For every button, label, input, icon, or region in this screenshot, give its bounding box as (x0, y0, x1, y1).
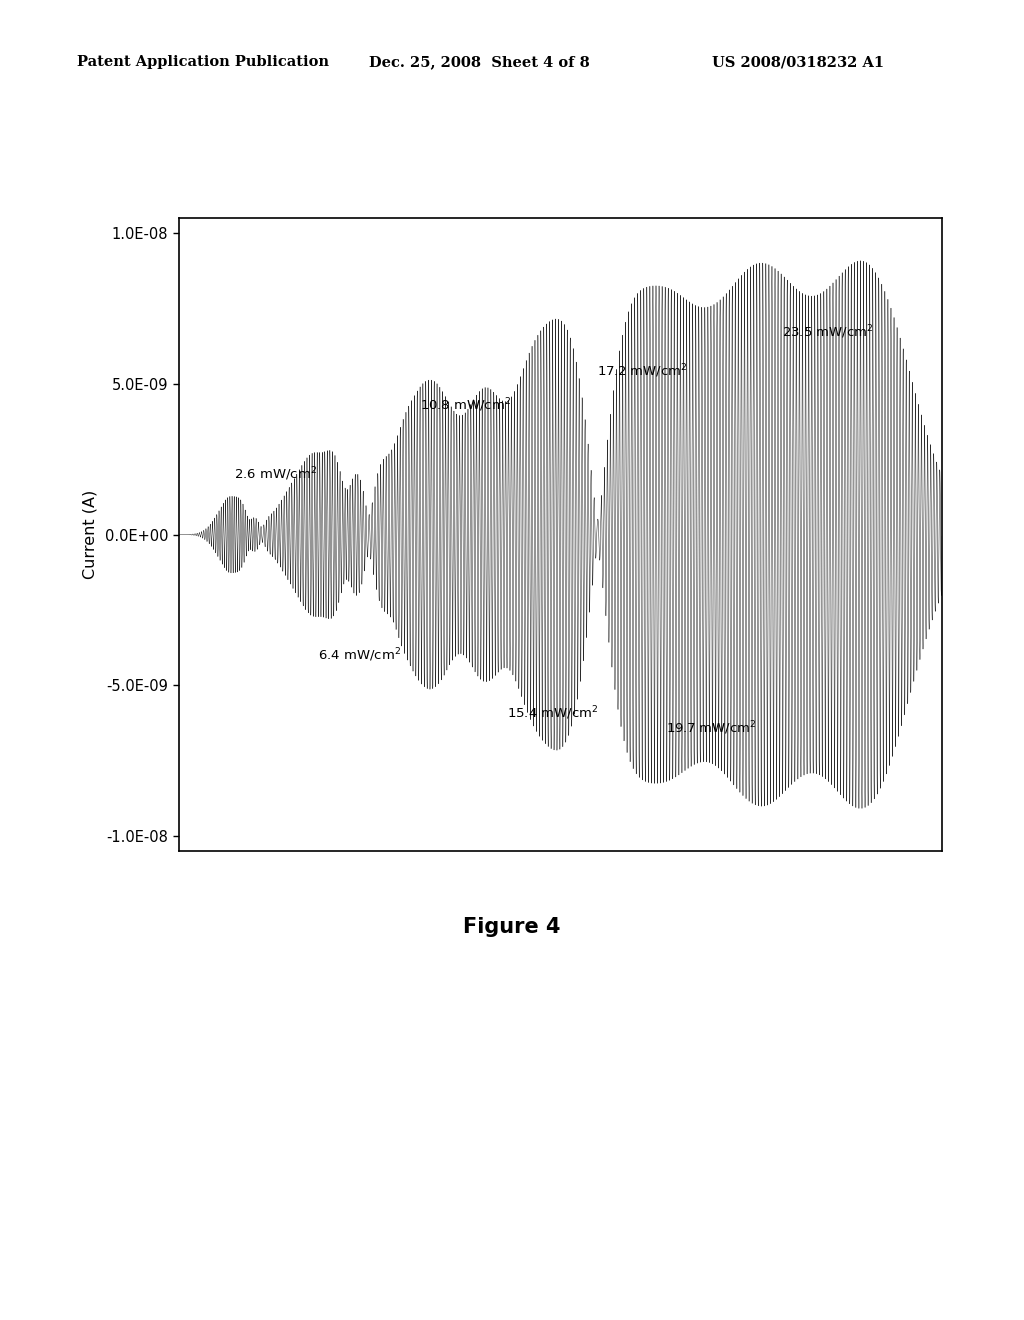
Text: 10.8 mW/cm$^2$: 10.8 mW/cm$^2$ (420, 396, 511, 413)
Text: 2.6 mW/cm$^2$: 2.6 mW/cm$^2$ (234, 466, 317, 483)
Text: 23.5 mW/cm$^2$: 23.5 mW/cm$^2$ (782, 323, 873, 341)
Text: Figure 4: Figure 4 (463, 916, 561, 937)
Text: Dec. 25, 2008  Sheet 4 of 8: Dec. 25, 2008 Sheet 4 of 8 (369, 55, 590, 70)
Text: 19.7 mW/cm$^2$: 19.7 mW/cm$^2$ (666, 719, 757, 737)
Text: US 2008/0318232 A1: US 2008/0318232 A1 (712, 55, 884, 70)
Text: Patent Application Publication: Patent Application Publication (77, 55, 329, 70)
Text: 15.4 mW/cm$^2$: 15.4 mW/cm$^2$ (507, 705, 599, 722)
Text: 6.4 mW/cm$^2$: 6.4 mW/cm$^2$ (318, 647, 401, 664)
Y-axis label: Current (A): Current (A) (83, 490, 97, 579)
Text: 17.2 mW/cm$^2$: 17.2 mW/cm$^2$ (597, 362, 688, 380)
